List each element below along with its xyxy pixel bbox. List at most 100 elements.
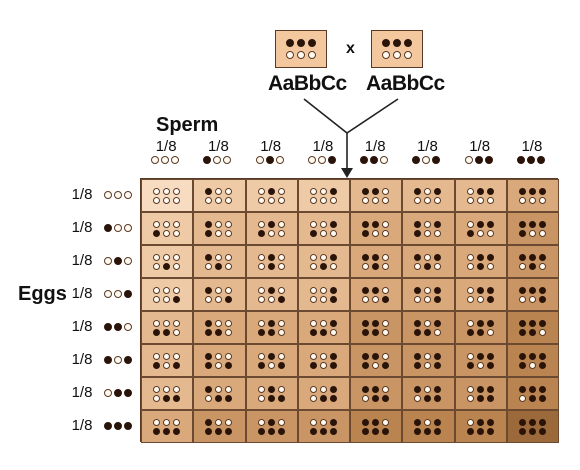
light-allele-dot — [163, 196, 171, 204]
light-allele-dot — [104, 388, 112, 397]
offspring-genotype — [153, 319, 181, 336]
egg-gamete-genotype — [104, 190, 134, 201]
offspring-genotype — [309, 220, 338, 237]
dark-allele-dot — [382, 39, 390, 47]
light-allele-dot — [434, 229, 442, 237]
light-allele-dot — [225, 229, 233, 237]
dark-allele-dot — [267, 385, 275, 393]
light-allele-dot — [257, 253, 265, 261]
dark-allele-dot — [205, 427, 213, 435]
dark-allele-dot — [466, 427, 474, 435]
offspring-genotype — [414, 319, 442, 336]
light-allele-dot — [277, 220, 285, 228]
dark-allele-dot — [486, 418, 494, 426]
light-allele-dot — [163, 319, 171, 327]
offspring-genotype — [205, 220, 233, 237]
offspring-genotype — [309, 187, 338, 204]
sperm-fraction-label: 1/8 — [364, 138, 386, 155]
dark-allele-dot — [372, 427, 380, 435]
egg-fraction-label: 1/8 — [71, 218, 93, 236]
dark-allele-dot — [225, 427, 233, 435]
light-allele-dot — [277, 328, 285, 336]
light-allele-dot — [307, 156, 316, 164]
offspring-cell — [193, 245, 246, 278]
dark-allele-dot — [476, 385, 484, 393]
light-allele-dot — [466, 196, 474, 204]
offspring-genotype — [257, 418, 286, 435]
dark-allele-dot — [277, 361, 285, 369]
light-allele-dot — [277, 286, 285, 294]
dark-allele-dot — [434, 418, 442, 426]
dark-allele-dot — [163, 328, 171, 336]
light-allele-dot — [466, 286, 474, 294]
light-allele-dot — [424, 187, 432, 195]
dark-allele-dot — [412, 156, 421, 164]
light-allele-dot — [309, 196, 317, 204]
light-allele-dot — [414, 394, 422, 402]
offspring-genotype — [309, 286, 338, 303]
dark-allele-dot — [538, 220, 546, 228]
sperm-fraction-label: 1/8 — [521, 138, 543, 155]
egg-fraction-label: 1/8 — [71, 383, 93, 401]
dark-allele-dot — [205, 319, 213, 327]
egg-gamete-genotype — [104, 355, 134, 366]
light-allele-dot — [225, 262, 233, 270]
dark-allele-dot — [277, 394, 285, 402]
light-allele-dot — [309, 286, 317, 294]
light-allele-dot — [215, 196, 223, 204]
dark-allele-dot — [372, 328, 380, 336]
dark-allele-dot — [267, 262, 275, 270]
light-allele-dot — [382, 352, 390, 360]
offspring-genotype — [466, 220, 495, 237]
light-allele-dot — [404, 51, 412, 59]
dark-allele-dot — [486, 319, 494, 327]
offspring-cell — [454, 410, 507, 443]
light-allele-dot — [205, 295, 213, 303]
dark-allele-dot — [329, 253, 337, 261]
dark-allele-dot — [518, 187, 526, 195]
light-allele-dot — [275, 156, 284, 164]
dark-allele-dot — [528, 187, 536, 195]
light-allele-dot — [277, 229, 285, 237]
dark-allele-dot — [114, 388, 122, 397]
dark-allele-dot — [414, 187, 422, 195]
light-allele-dot — [414, 295, 422, 303]
sperm-fraction-label: 1/8 — [207, 138, 229, 155]
dark-allele-dot — [528, 262, 536, 270]
dark-allele-dot — [153, 361, 161, 369]
offspring-cell — [297, 278, 350, 311]
light-allele-dot — [317, 156, 326, 164]
dark-allele-dot — [286, 39, 294, 47]
offspring-cell — [454, 179, 507, 212]
dark-allele-dot — [486, 352, 494, 360]
offspring-cell — [350, 278, 403, 311]
light-allele-dot — [382, 51, 390, 59]
light-allele-dot — [372, 229, 380, 237]
light-allele-dot — [518, 394, 526, 402]
sperm-fraction-label: 1/8 — [312, 138, 334, 155]
dark-allele-dot — [309, 361, 317, 369]
light-allele-dot — [319, 319, 327, 327]
dark-allele-dot — [414, 361, 422, 369]
dark-allele-dot — [518, 385, 526, 393]
light-allele-dot — [215, 229, 223, 237]
light-allele-dot — [518, 295, 526, 303]
light-allele-dot — [329, 262, 337, 270]
offspring-cell — [193, 410, 246, 443]
light-allele-dot — [153, 394, 161, 402]
light-allele-dot — [309, 262, 317, 270]
offspring-cell — [402, 179, 455, 212]
light-allele-dot — [424, 352, 432, 360]
dark-allele-dot — [124, 388, 132, 397]
dark-allele-dot — [424, 262, 432, 270]
light-allele-dot — [225, 328, 233, 336]
light-allele-dot — [393, 51, 401, 59]
dark-allele-dot — [267, 418, 275, 426]
offspring-genotype — [205, 418, 233, 435]
eggs-axis-title: Eggs — [18, 283, 67, 305]
dark-allele-dot — [476, 286, 484, 294]
offspring-genotype — [257, 385, 286, 402]
offspring-genotype — [518, 253, 547, 270]
light-allele-dot — [173, 385, 181, 393]
dark-allele-dot — [205, 229, 213, 237]
